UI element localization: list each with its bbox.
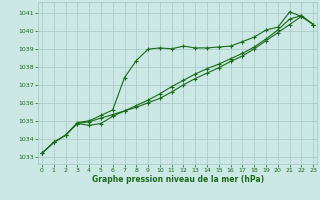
X-axis label: Graphe pression niveau de la mer (hPa): Graphe pression niveau de la mer (hPa) <box>92 175 264 184</box>
